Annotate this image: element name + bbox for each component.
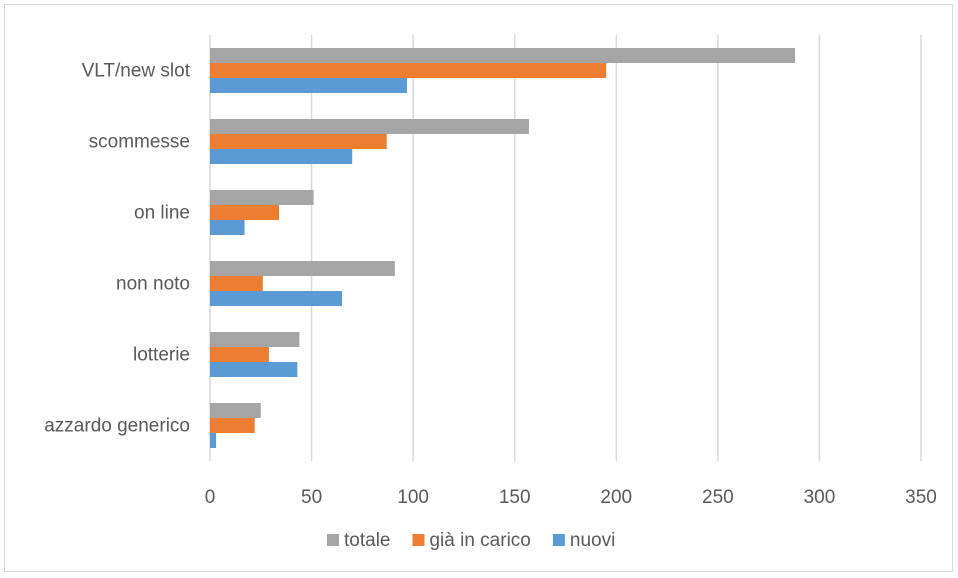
category-labels: VLT/new slot scommesse on line non noto lott… — [44, 61, 190, 437]
bar-chart: VLT/new slot scommesse on line non noto lott… — [44, 35, 937, 551]
x-tick-label: 50 — [301, 487, 322, 508]
bar-già-in-carico-4 — [210, 347, 269, 362]
legend-label: già in carico — [429, 530, 530, 551]
bar-già-in-carico-5 — [210, 418, 255, 433]
legend-label: totale — [344, 530, 390, 551]
legend-swatch — [412, 534, 425, 546]
bars — [210, 48, 796, 448]
x-tick-label: 0 — [205, 487, 216, 508]
bar-nuovi-4 — [210, 362, 298, 377]
legend-swatch — [552, 534, 565, 546]
legend-item-già-in-carico: già in carico — [412, 530, 531, 551]
category-label: VLT/new slot — [82, 61, 191, 82]
category-label: scommesse — [89, 132, 190, 153]
x-tick-label: 100 — [397, 487, 429, 508]
x-tick-label: 150 — [499, 487, 531, 508]
gridlines — [209, 35, 922, 461]
bar-già-in-carico-1 — [210, 134, 387, 149]
legend: totale già in carico nuovi — [327, 530, 615, 551]
bar-nuovi-3 — [210, 291, 343, 306]
category-label: on line — [134, 203, 190, 224]
bar-totale-5 — [210, 403, 261, 418]
bar-nuovi-1 — [210, 149, 353, 164]
category-label: lotterie — [133, 345, 190, 366]
legend-item-totale: totale — [327, 530, 390, 551]
bar-totale-1 — [210, 119, 529, 134]
x-tick-label: 250 — [702, 487, 734, 508]
category-label: non noto — [116, 274, 190, 295]
bar-nuovi-5 — [210, 433, 217, 448]
bar-nuovi-2 — [210, 220, 245, 235]
bar-nuovi-0 — [210, 78, 408, 93]
x-tick-label: 350 — [905, 487, 937, 508]
bar-totale-0 — [210, 48, 796, 63]
bar-già-in-carico-3 — [210, 276, 263, 291]
x-tick-labels: 0 50 100 150 200 250 300 350 — [205, 487, 937, 508]
chart-frame: VLT/new slot scommesse on line non noto lott… — [4, 4, 953, 572]
bar-totale-3 — [210, 261, 395, 276]
bar-già-in-carico-2 — [210, 205, 280, 220]
bar-totale-2 — [210, 190, 314, 205]
bar-già-in-carico-0 — [210, 63, 607, 78]
legend-label: nuovi — [570, 530, 615, 551]
x-tick-label: 300 — [804, 487, 836, 508]
category-label: azzardo generico — [44, 416, 190, 437]
bar-totale-4 — [210, 332, 300, 347]
legend-swatch — [327, 534, 339, 546]
legend-item-nuovi: nuovi — [552, 530, 615, 551]
x-tick-label: 200 — [600, 487, 632, 508]
